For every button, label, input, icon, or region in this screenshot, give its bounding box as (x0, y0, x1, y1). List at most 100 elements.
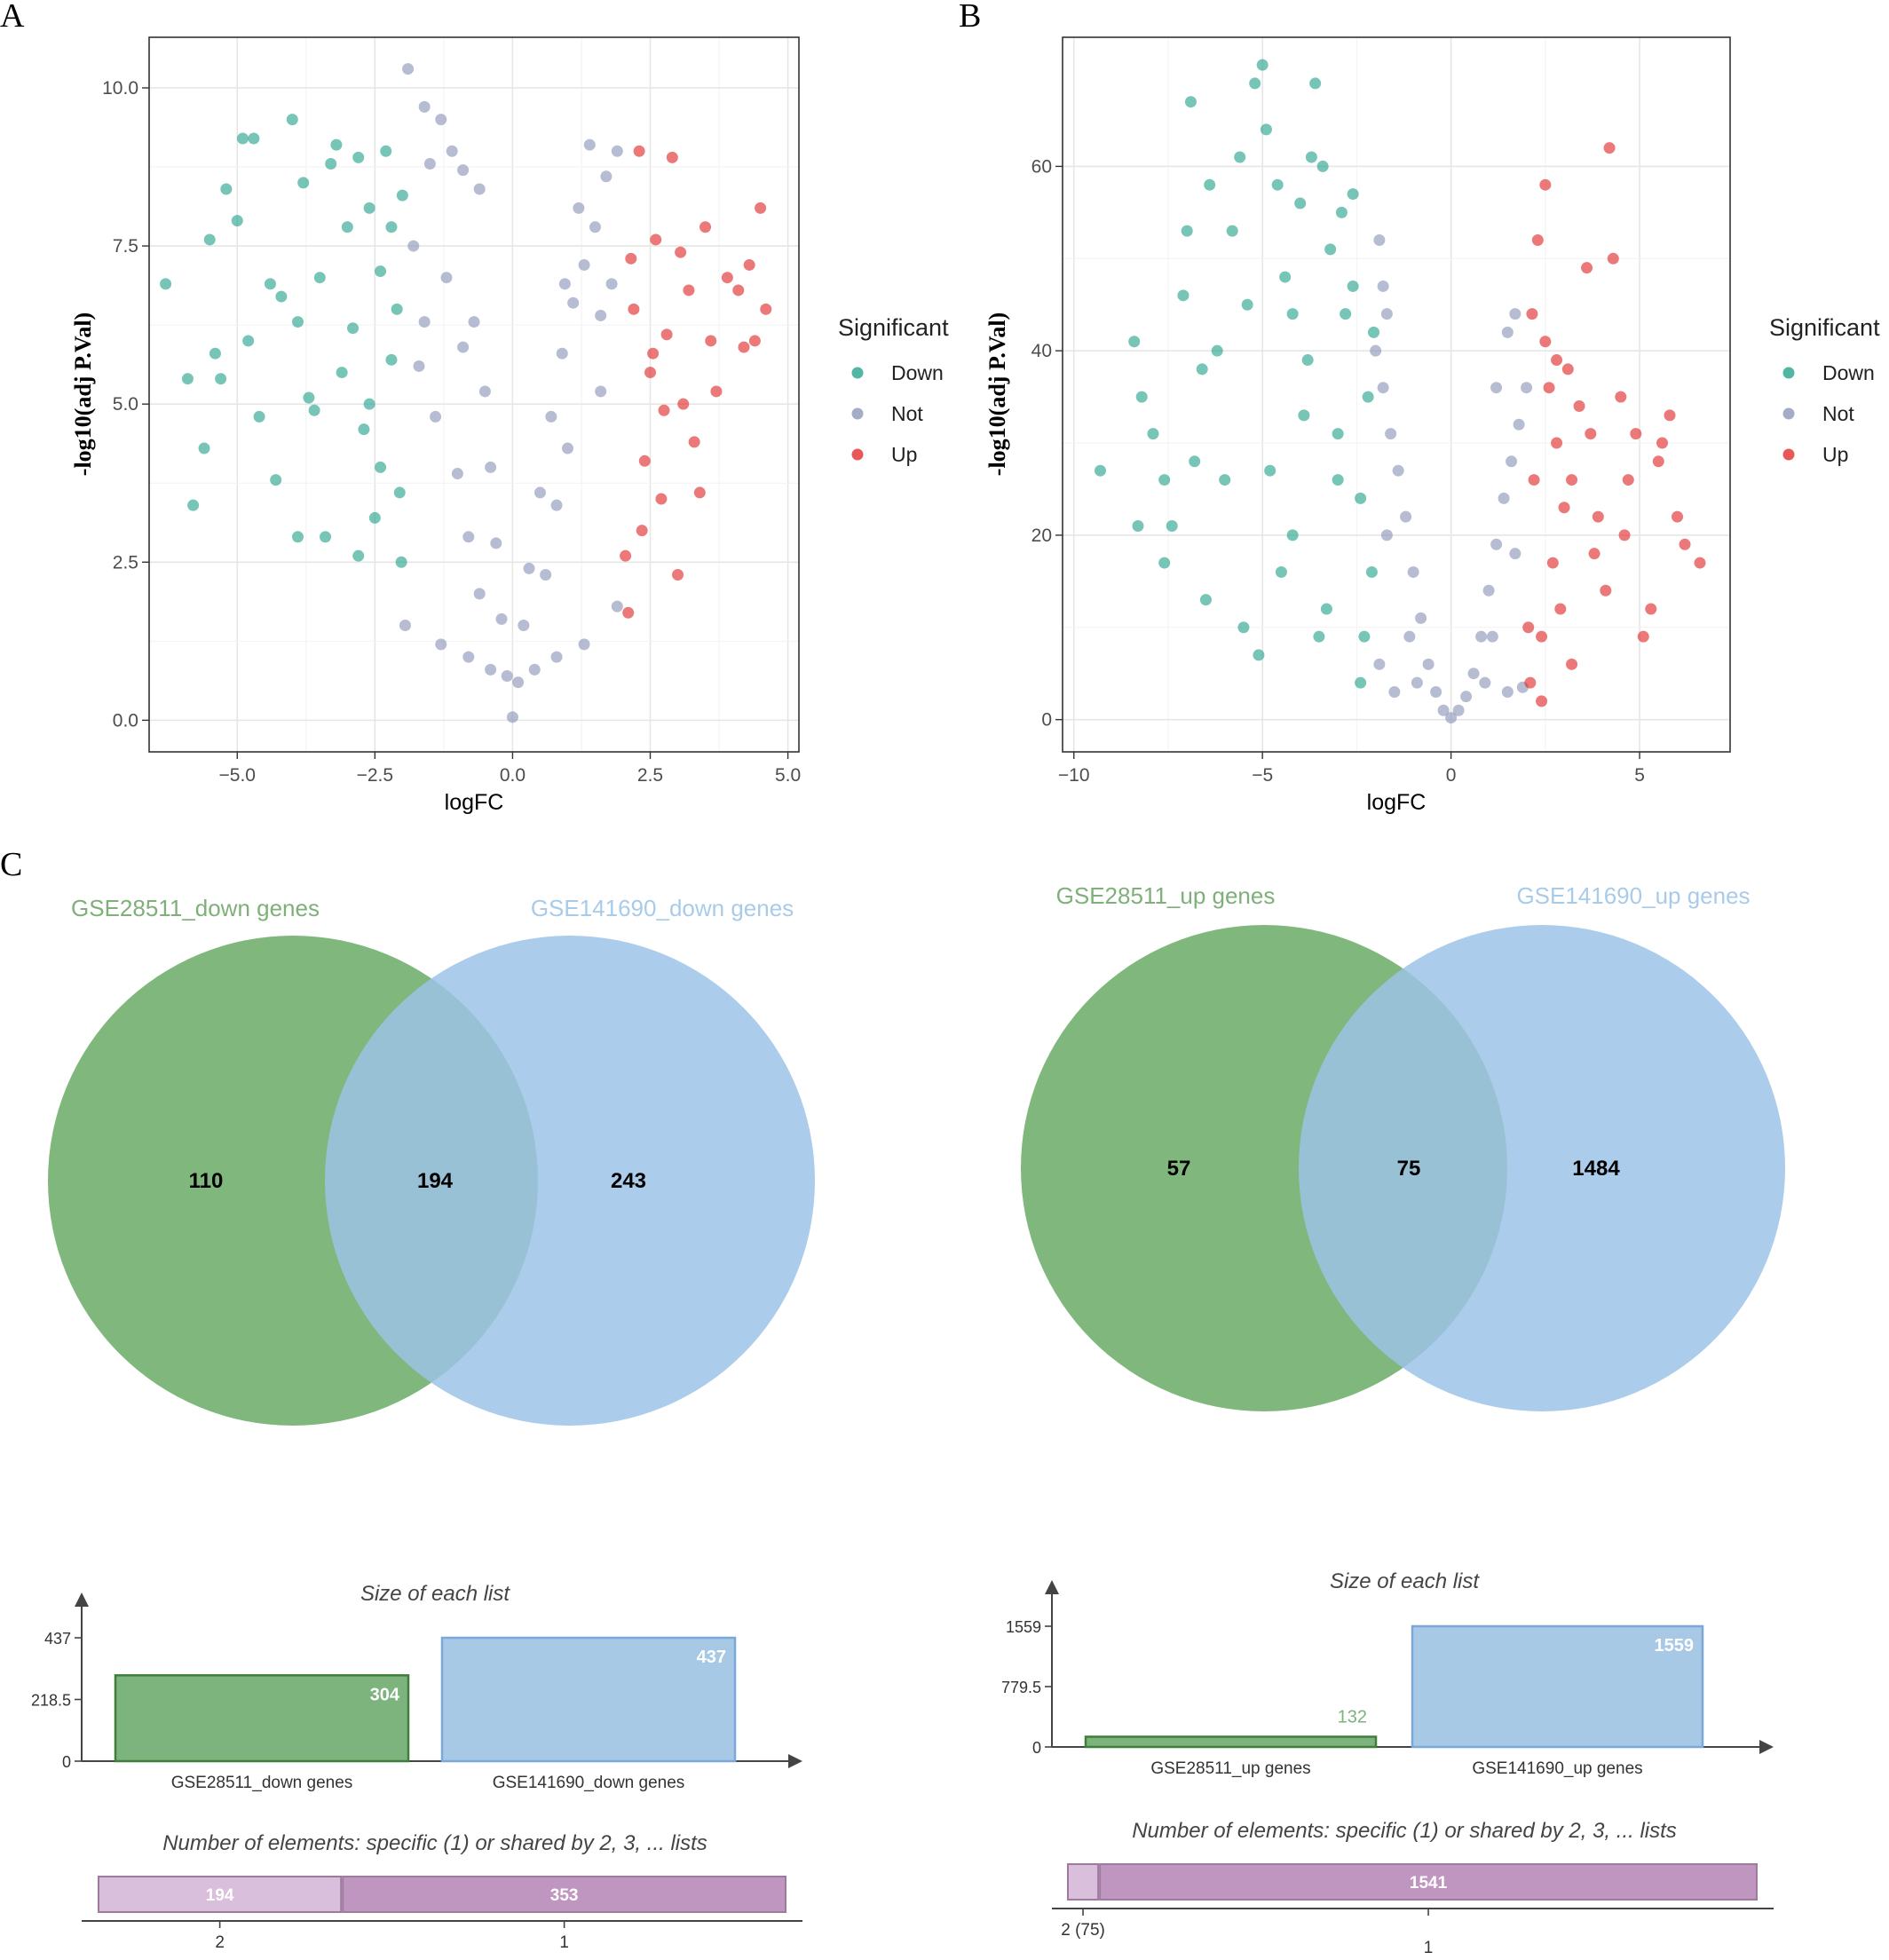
plot-b-point-down (1347, 280, 1359, 292)
size-chart-down-bars: 0 218.5 437 304 GSE28511_down genes 437 GSE141… (31, 1630, 737, 1792)
plot-a-point-not (573, 202, 585, 214)
plot-b-y-label: -log10(adj P.Val) (984, 312, 1010, 476)
plot-b-point-not (1498, 492, 1510, 504)
plot-b-point-up (1558, 502, 1570, 514)
plot-a-point-down (375, 265, 387, 278)
plot-b-point-up (1561, 363, 1574, 375)
plot-b-point-down (1256, 59, 1269, 71)
plot-b-point-up (1539, 336, 1552, 348)
plot-a-legend-key-up (851, 448, 864, 461)
plot-a-point-down (320, 531, 332, 543)
plot-b-y-tick-label: 40 (1031, 341, 1052, 361)
plot-a-point-down (286, 114, 298, 126)
plot-b-x-label: logFC (1367, 790, 1427, 815)
plot-b-point-not (1373, 234, 1386, 247)
plot-b-point-down (1237, 621, 1250, 634)
plot-a-point-down (203, 233, 216, 246)
plot-a-point-down (341, 221, 353, 233)
plot-a-y-tick-label: 2.5 (113, 552, 138, 573)
elements-chart-down-category-label: 2 (215, 1933, 225, 1952)
size-chart-down-category-label: GSE28511_down genes (171, 1774, 353, 1792)
plot-a-point-up (710, 385, 723, 398)
plot-b-point-up (1592, 510, 1604, 523)
size-chart-up-title: Size of each list (1330, 1569, 1480, 1593)
plot-a-x-tick-label: −2.5 (357, 765, 393, 786)
plot-b-point-down (1204, 178, 1216, 191)
size-chart-down-y-tick-label: 437 (44, 1630, 71, 1648)
plot-a-point-not (528, 663, 541, 676)
plot-b-x-tick-label: 0 (1446, 765, 1457, 786)
plot-a-point-up (677, 398, 690, 410)
plot-a-point-not (506, 711, 518, 723)
plot-b-point-down (1128, 336, 1141, 348)
plot-b-point-down (1313, 630, 1325, 643)
plot-a-point-up (636, 525, 648, 537)
plot-a-point-not (435, 638, 447, 651)
plot-a-x-tick-label: −5.0 (219, 765, 256, 786)
plot-a-point-not (485, 461, 497, 473)
venn-up-set-2-circle (1299, 925, 1785, 1411)
plot-b-point-not (1509, 308, 1521, 320)
plot-a-point-up (755, 202, 767, 214)
plot-b-legend-key-down (1782, 367, 1795, 379)
plot-a-point-down (198, 442, 210, 454)
plot-a-point-not (550, 499, 563, 511)
plot-b-point-not (1521, 382, 1533, 394)
plot-b-point-not (1380, 308, 1393, 320)
volcano-plot-b: −10 −5 0 5 0 20 40 60 logFC -log10(adj P.Val) S… (984, 36, 1880, 815)
plot-b-point-down (1316, 160, 1329, 172)
plot-b-point-down (1158, 557, 1171, 569)
plot-b-legend-label-down: Down (1822, 361, 1875, 384)
plot-b-point-up (1672, 510, 1684, 523)
plot-b-point-down (1181, 225, 1193, 237)
plot-b-point-up (1607, 252, 1619, 265)
plot-a-point-down (347, 322, 360, 335)
plot-a-x-tick-label: 0.0 (500, 765, 526, 786)
panel-letter-a: A (0, 0, 25, 35)
plot-b-x-tick-label: 5 (1634, 765, 1645, 786)
elements-chart-up-segment (1067, 1863, 1100, 1901)
plot-a-point-not (589, 221, 601, 233)
plot-a-point-down (270, 474, 282, 486)
elements-chart-up-title: Number of elements: specific (1) or shar… (1132, 1819, 1677, 1843)
elements-chart-down-bars: 194 2 353 1 (98, 1876, 786, 1952)
plot-b-point-not (1467, 668, 1480, 680)
size-chart-down-category-label: GSE141690_down genes (493, 1774, 685, 1792)
plot-b-axis-ticks: −10 −5 0 5 0 20 40 60 (1031, 156, 1645, 786)
plot-b-point-not (1377, 280, 1389, 292)
plot-a-point-not (611, 145, 623, 157)
venn-down: GSE28511_down genes GSE141690_down genes… (48, 895, 815, 1426)
plot-a-point-not (407, 240, 420, 252)
plot-b-legend-key-up (1782, 448, 1795, 461)
venn-up: GSE28511_up genes GSE141690_up genes 57 … (1021, 882, 1785, 1411)
venn-down-set-2-circle (325, 936, 815, 1426)
plot-a-point-not (495, 612, 508, 625)
plot-b-point-down (1286, 529, 1299, 541)
plot-a-y-tick-label: 7.5 (113, 236, 138, 257)
plot-a-grid (149, 37, 799, 752)
plot-a-point-up (622, 606, 635, 619)
plot-b-point-down (1332, 474, 1344, 486)
plot-b-legend: Significant Down Not Up (1769, 314, 1880, 466)
plot-b-point-not (1415, 612, 1427, 624)
plot-b-background (1063, 37, 1730, 752)
plot-a-point-down (395, 556, 407, 568)
plot-a-point-not (605, 278, 618, 290)
plot-a-point-down (220, 183, 233, 195)
plot-b-point-not (1403, 630, 1416, 643)
plot-b-point-down (1196, 363, 1208, 375)
plot-a-point-not (518, 620, 530, 632)
plot-a-point-not (578, 258, 590, 271)
plot-a-point-down (187, 499, 200, 511)
plot-a-point-down (375, 461, 387, 473)
plot-b-point-not (1370, 344, 1382, 357)
plot-b-point-down (1362, 391, 1374, 403)
size-chart-up-bar (1411, 1624, 1704, 1749)
size-chart-up-y-tick-label: 0 (1032, 1739, 1041, 1757)
plot-b-y-tick-label: 60 (1031, 156, 1052, 177)
plot-a-legend-title: Significant (838, 314, 949, 341)
plot-b-point-up (1531, 234, 1544, 247)
plot-b-point-up (1522, 621, 1535, 634)
plot-a-point-up (732, 284, 745, 296)
plot-b-point-down (1335, 206, 1348, 218)
